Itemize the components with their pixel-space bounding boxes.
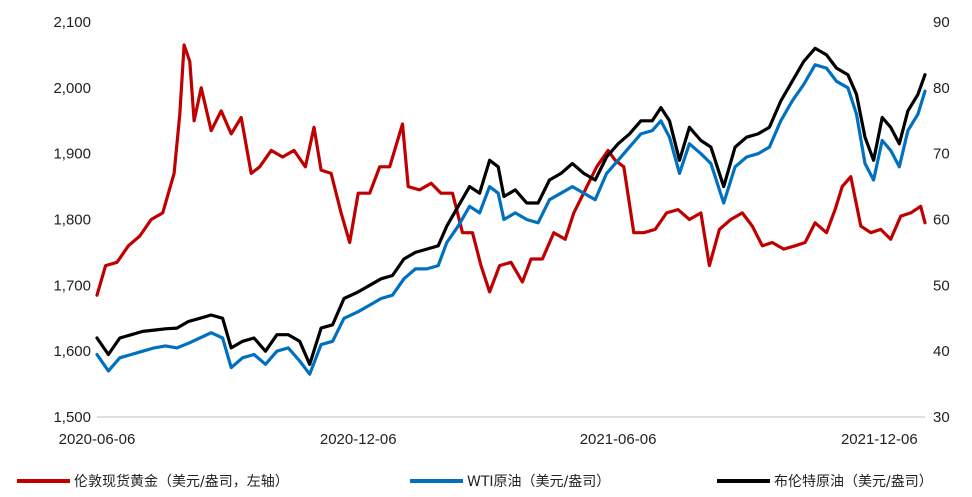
- left-tick-label: 1,800: [53, 212, 91, 229]
- right-tick-label: 40: [933, 343, 950, 360]
- right-tick-label: 90: [933, 14, 950, 31]
- axes: 1,500 1,600 1,700 1,800 1,900 2,000 2,100 30 40 5…: [53, 14, 949, 448]
- series-group: [95, 43, 927, 376]
- series-line-1: [95, 43, 927, 297]
- series-line-2: [95, 63, 927, 376]
- left-tick-label: 1,900: [53, 146, 91, 163]
- x-tick-label: 2021-12-06: [841, 431, 918, 448]
- x-tick-label: 2020-12-06: [320, 431, 397, 448]
- right-tick-label: 30: [933, 409, 950, 426]
- left-tick-label: 1,500: [53, 409, 91, 426]
- legend-label-1: 伦敦现货黄金（美元/盎司，左轴）: [74, 473, 289, 490]
- legend-label-3: 布伦特原油（美元/盎司）: [774, 474, 933, 490]
- left-tick-label: 2,000: [53, 80, 91, 97]
- right-tick-label: 70: [933, 146, 950, 163]
- right-tick-label: 50: [933, 277, 950, 294]
- x-tick-label: 2020-06-06: [59, 431, 136, 448]
- series-line-3: [95, 46, 927, 366]
- legend-label-2: WTI原油（美元/盎司）: [467, 474, 610, 490]
- left-tick-label: 1,700: [53, 277, 91, 294]
- x-tick-label: 2021-06-06: [580, 431, 657, 448]
- left-tick-label: 2,100: [53, 14, 91, 31]
- right-tick-label: 80: [933, 80, 950, 97]
- right-tick-label: 60: [933, 212, 950, 229]
- legend: 伦敦现货黄金（美元/盎司，左轴） WTI原油（美元/盎司） 布伦特原油（美元/盎司）: [17, 473, 933, 490]
- left-tick-label: 1,600: [53, 343, 91, 360]
